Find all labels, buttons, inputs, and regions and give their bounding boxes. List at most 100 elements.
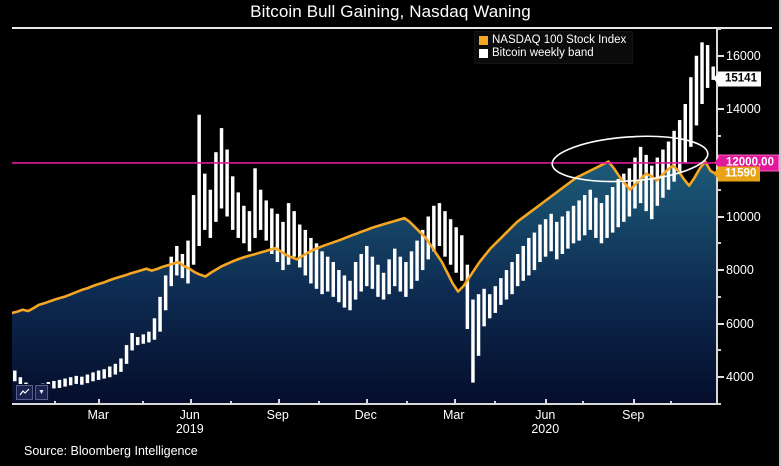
bitcoin-band-bar	[420, 229, 425, 271]
source-caption: Source: Bloomberg Intelligence	[24, 444, 198, 458]
bitcoin-band-bar	[510, 262, 514, 295]
bitcoin-band-bar	[119, 358, 123, 372]
bitcoin-band-bar	[454, 227, 458, 273]
chart-type-widget[interactable]: ▼	[14, 384, 50, 401]
bitcoin-band-bar	[108, 366, 112, 378]
x-axis-year-label: 2019	[175, 422, 204, 436]
bitcoin-band-bar	[214, 152, 218, 222]
bitcoin-band-bar	[476, 294, 481, 356]
bitcoin-band-bar	[387, 259, 391, 295]
bitcoin-band-bar	[543, 219, 548, 257]
bitcoin-band-bar	[571, 205, 576, 244]
bitcoin-band-bar	[443, 211, 447, 257]
bitcoin-band-bar	[113, 363, 118, 375]
nasdaq-last-value-flag: 11590	[713, 166, 761, 182]
bitcoin-band-bar	[560, 216, 565, 254]
x-axis-tick	[365, 399, 368, 404]
bitcoin-band-bar	[532, 232, 537, 271]
bitcoin-band-bar	[448, 219, 453, 265]
bitcoin-band-bar	[175, 245, 179, 276]
y-axis-tick	[718, 54, 724, 57]
bitcoin-band-bar	[152, 318, 157, 340]
bitcoin-band-bar	[275, 213, 280, 263]
nasdaq-line	[12, 160, 716, 315]
bitcoin-band-bar	[487, 294, 492, 319]
bitcoin-band-bar	[236, 192, 241, 238]
x-axis-minor-tick	[582, 401, 585, 404]
legend-label-nasdaq: NASDAQ 100 Stock Index	[492, 34, 627, 46]
bitcoin-band-bar	[286, 203, 291, 265]
bitcoin-band-bar	[130, 333, 134, 351]
bitcoin-band-bar	[292, 211, 296, 257]
y-axis-minor-tick	[718, 135, 721, 138]
bitcoin-band-bar	[610, 187, 615, 233]
bitcoin-band-bar	[331, 262, 335, 297]
bitcoin-band-bar	[124, 345, 129, 364]
bitcoin-band-bar	[102, 369, 106, 379]
x-axis-tick-label: Mar	[442, 408, 465, 422]
x-axis-tick-label: Mar	[87, 408, 109, 422]
bitcoin-band-bar	[398, 256, 403, 292]
bitcoin-last-value-flag: 15141	[713, 71, 761, 87]
bitcoin-band-bar	[57, 379, 62, 388]
bitcoin-band-bar	[577, 200, 581, 241]
chevron-down-icon[interactable]: ▼	[35, 385, 48, 400]
bitcoin-band-bar	[163, 275, 168, 311]
bitcoin-band-bar	[426, 216, 430, 260]
bitcoin-band-bar	[493, 286, 498, 313]
y-axis-minor-tick	[718, 28, 721, 30]
x-axis-minor-tick	[54, 401, 57, 404]
nasdaq-area-fill	[12, 161, 716, 404]
x-axis-minor-tick	[670, 401, 673, 404]
bitcoin-band-bar	[247, 211, 252, 252]
bitcoin-band-bar	[298, 224, 302, 268]
x-axis-tick	[545, 399, 548, 404]
bitcoin-band-bar	[13, 370, 17, 382]
flag-value-text: 11590	[725, 167, 757, 180]
bitcoin-band-bar	[191, 195, 196, 265]
bitcoin-band-bar	[147, 331, 151, 343]
plot-svg	[12, 42, 716, 404]
x-axis-tick-label: Jun	[179, 408, 200, 422]
x-axis-tick-label: Sep	[622, 408, 645, 422]
bitcoin-band-bar	[622, 173, 626, 222]
bitcoin-band-bar	[359, 254, 363, 292]
bitcoin-band-bar	[264, 200, 268, 241]
flag-pointer-icon	[713, 72, 719, 85]
bitcoin-band-bar	[504, 270, 509, 300]
flag-value-text: 12000.00	[726, 156, 774, 169]
bitcoin-band-bar	[135, 337, 140, 346]
legend-item-nasdaq: NASDAQ 100 Stock Index	[479, 34, 626, 47]
x-axis-tick-label: Dec	[354, 408, 377, 422]
bitcoin-band-bar	[605, 195, 609, 238]
bitcoin-band-bar	[80, 376, 84, 385]
bitcoin-band-bar	[253, 168, 257, 238]
bitcoin-band-bar	[672, 130, 676, 182]
y-axis-tick	[718, 215, 724, 218]
bitcoin-band-bar	[91, 372, 95, 382]
x-axis-line	[12, 403, 718, 405]
x-axis-tick	[453, 399, 456, 404]
bitcoin-band-bar	[337, 270, 341, 303]
bitcoin-band-bar	[404, 262, 408, 297]
y-axis-minor-tick	[718, 403, 721, 405]
bitcoin-band-bar	[566, 211, 570, 249]
bitcoin-band-bar	[314, 243, 319, 289]
y-axis-line	[716, 29, 718, 405]
line-chart-glyph	[19, 388, 30, 396]
bitcoin-band-bar	[409, 251, 414, 289]
bitcoin-band-bar	[471, 299, 475, 383]
y-axis-tick	[718, 108, 724, 111]
bitcoin-band-bar	[650, 165, 654, 220]
bitcoin-band-bar	[303, 229, 308, 276]
bitcoin-band-bar	[616, 179, 620, 228]
x-axis-minor-tick	[494, 401, 497, 404]
bitcoin-band-bar	[74, 375, 78, 384]
bitcoin-band-bar	[705, 45, 710, 88]
x-axis-tick-label: Jun	[535, 408, 556, 422]
bitcoin-band-bar	[666, 141, 671, 190]
line-chart-icon[interactable]	[16, 385, 33, 400]
bitcoin-band-bar	[18, 377, 23, 386]
bitcoin-band-bar	[694, 55, 699, 126]
bitcoin-band-bar	[365, 245, 369, 287]
